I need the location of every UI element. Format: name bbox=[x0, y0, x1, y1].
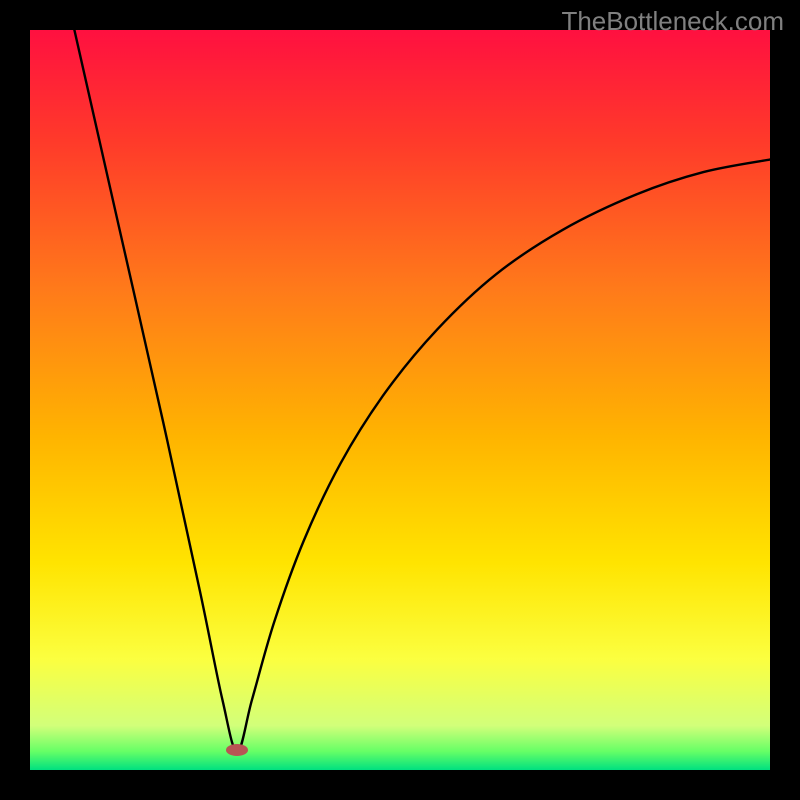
watermark-text: TheBottleneck.com bbox=[561, 6, 784, 37]
minimum-marker bbox=[226, 744, 248, 756]
bottleneck-curve-svg bbox=[30, 30, 770, 770]
chart-container: TheBottleneck.com bbox=[0, 0, 800, 800]
bottleneck-curve bbox=[74, 30, 770, 752]
plot-area bbox=[30, 30, 770, 770]
